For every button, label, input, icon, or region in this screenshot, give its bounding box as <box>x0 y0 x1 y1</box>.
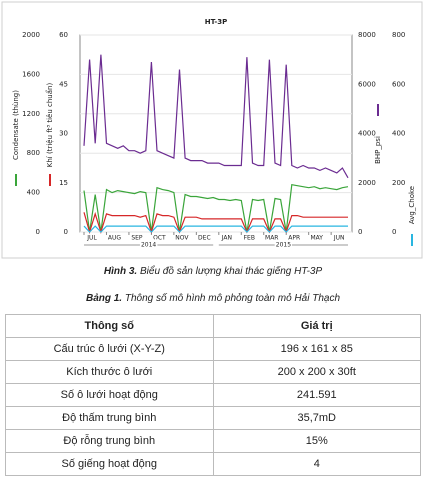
x-tick-label: SEP <box>131 235 143 242</box>
table-cell: 35,7mD <box>212 406 421 430</box>
table-row: Cấu trúc ô lưới (X-Y-Z) 196 x 161 x 85 <box>5 337 421 361</box>
y-tick-label: 200 <box>392 179 405 187</box>
y-tick-label: 800 <box>392 31 405 39</box>
y-tick-label: 400 <box>27 189 40 197</box>
y-tick-label: 400 <box>392 130 405 138</box>
table-row: Số giếng hoạt động 4 <box>5 452 421 476</box>
table-cell: Độ rỗng trung bình <box>5 429 214 453</box>
header-row: Thông số Giá trị <box>5 314 421 338</box>
caption-label: Bảng 1. <box>85 293 123 304</box>
x-tick-label: JUL <box>86 235 97 242</box>
y-tick-label: 1200 <box>22 110 40 118</box>
x-tick-label: AUG <box>108 235 121 242</box>
header-cell: Thông số <box>5 314 214 338</box>
y-tick-label: 15 <box>59 179 68 187</box>
parameter-table: Thông số Giá trị Cấu trúc ô lưới (X-Y-Z) 1… <box>5 314 421 476</box>
x-tick-label: NOV <box>175 235 189 242</box>
table-cell: 15% <box>212 429 421 453</box>
table-cell: Kích thước ô lưới <box>5 360 214 384</box>
table-caption: Bảng 1. Thông số mô hình mô phỏng toàn m… <box>0 293 426 304</box>
table-cell: Số giếng hoạt động <box>5 452 214 476</box>
table-row: Số ô lưới hoạt động 241.591 <box>5 383 421 407</box>
y-tick-label: 0 <box>358 228 362 236</box>
x-tick-label: MAR <box>265 235 278 242</box>
table-cell: Cấu trúc ô lưới (X-Y-Z) <box>5 337 214 361</box>
header-cell: Giá trị <box>212 314 421 338</box>
y-tick-label: 0 <box>64 228 68 236</box>
caption-text: Thông số mô hình mô phỏng toàn mỏ Hải Th… <box>124 293 341 304</box>
table-cell: 200 x 200 x 30ft <box>212 360 421 384</box>
table-row: Độ thấm trung bình 35,7mD <box>5 406 421 430</box>
y-tick-label: 6000 <box>358 80 376 88</box>
x-tick-label: FEB <box>244 235 255 242</box>
caption-label: Hình 3. <box>103 266 138 277</box>
year-label: 2014 <box>141 242 156 249</box>
axis-title: Avg_Choke <box>408 186 416 224</box>
x-tick-label: MAY <box>310 235 323 242</box>
y-tick-label: 2000 <box>358 179 376 187</box>
table-cell: 196 x 161 x 85 <box>212 337 421 361</box>
x-tick-label: DEC <box>198 235 211 242</box>
table-row: Kích thước ô lưới 200 x 200 x 30ft <box>5 360 421 384</box>
table-cell: Độ thấm trung bình <box>5 406 214 430</box>
y-tick-label: 60 <box>59 31 68 39</box>
y-tick-label: 0 <box>392 228 396 236</box>
y-tick-label: 0 <box>36 228 40 236</box>
year-label: 2015 <box>276 242 291 249</box>
caption-text: Biểu đồ sản lượng khai thác giếng HT-3P <box>140 266 323 277</box>
series-line <box>83 183 349 233</box>
y-tick-label: 8000 <box>358 31 376 39</box>
axis-title: Condensate (thùng) <box>12 90 20 160</box>
axis-title: Khí (triệu ft³ tiêu chuẩn) <box>45 83 54 168</box>
series-line <box>83 211 348 235</box>
y-tick-label: 4000 <box>358 130 376 138</box>
figure-caption: Hình 3. Biểu đồ sản lượng khai thác giến… <box>0 266 426 277</box>
y-tick-label: 800 <box>27 149 40 157</box>
y-tick-label: 600 <box>392 80 405 88</box>
x-tick-label: APR <box>288 235 300 242</box>
series-line <box>83 54 349 179</box>
table-row: Độ rỗng trung bình 15% <box>5 429 421 453</box>
table-cell: 241.591 <box>212 383 421 407</box>
series-line <box>83 225 348 233</box>
table-cell: Số ô lưới hoạt động <box>5 383 214 407</box>
x-tick-label: OCT <box>153 235 166 242</box>
axis-title: BHP_psi <box>374 136 382 164</box>
x-tick-label: JUN <box>333 235 345 242</box>
y-tick-label: 30 <box>59 130 68 138</box>
y-tick-label: 45 <box>59 80 68 88</box>
chart-title: HT-3P <box>205 18 228 26</box>
x-tick-label: JAN <box>221 235 232 242</box>
y-tick-label: 1600 <box>22 70 40 78</box>
y-tick-label: 2000 <box>22 31 40 39</box>
table-cell: 4 <box>212 452 421 476</box>
